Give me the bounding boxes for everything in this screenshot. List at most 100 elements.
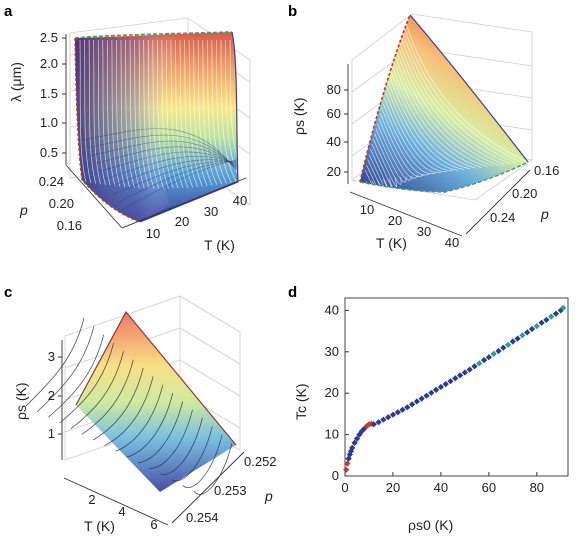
panel-c-contour-line — [126, 392, 174, 458]
panel-a-contour-line — [93, 39, 101, 185]
panel-b-label: b — [288, 3, 297, 20]
panel-b-contour-line — [390, 71, 471, 170]
panel-a-contour-line — [179, 39, 193, 188]
panel-a-contour-line — [104, 156, 237, 180]
panel-a-contour-line — [95, 146, 237, 167]
panel-b-contour-line — [371, 143, 394, 190]
panel-b-contour-line — [374, 133, 402, 185]
panel-d-ytick-label: 10 — [325, 427, 339, 442]
panel-c-contour-line — [92, 367, 144, 441]
panel-d-point — [476, 360, 483, 367]
panel-d-point — [428, 389, 435, 396]
panel-c-contour-line — [115, 384, 164, 452]
panel-a-contour-line — [175, 39, 189, 188]
panel-a-edge-right — [139, 31, 239, 223]
panel-c-contour-line — [59, 342, 114, 424]
panel-b-ztick-label: 40 — [327, 134, 341, 149]
panel-c-label: c — [4, 284, 12, 301]
panel-b-contour-line — [375, 128, 407, 183]
panel-d-point — [509, 338, 516, 345]
panel-d-ytick-label: 40 — [325, 302, 339, 317]
panel-b-contour-line — [382, 102, 436, 175]
panel-b-contour-line — [378, 118, 419, 179]
panel-c-ylabel: p — [264, 488, 273, 504]
panel-b-contour-line — [368, 154, 387, 195]
panel-b-contour-line — [396, 50, 494, 167]
panel-a-contour-line — [84, 39, 92, 183]
panel-b-contour-line — [388, 81, 459, 171]
panel-d-point — [437, 383, 445, 391]
panel-b-ztick-label: 20 — [327, 164, 341, 179]
panel-b-contour-line — [370, 149, 390, 192]
panel-d-point — [504, 341, 512, 348]
panel-a-xlabel: T (K) — [204, 237, 235, 253]
panel-c-contour-line — [137, 401, 184, 464]
panel-b-contour-line — [377, 123, 413, 181]
panel-b-contour-line — [372, 138, 398, 188]
panel-d-point — [500, 344, 507, 351]
panel-c-ytick-label: 0.252 — [244, 454, 277, 469]
panel-a-contour-line — [108, 159, 237, 187]
panel-c-contour-line — [48, 334, 105, 418]
panel-c-ticks: 1 2 3 2 4 6 0.252 0.253 0.254 — [48, 349, 277, 532]
panel-a-ytick-label: 0.20 — [49, 196, 74, 211]
panel-a-contour-line — [134, 39, 145, 189]
panel-d-xtick-label: 60 — [482, 480, 496, 495]
panel-b-xlabel: T (K) — [376, 235, 407, 251]
panel-a-ztick-label: 0.5 — [40, 145, 58, 160]
panel-d-ytick-label: 0 — [332, 468, 339, 483]
panel-a-contour-line — [152, 39, 164, 189]
panel-b-contour-line — [400, 35, 511, 165]
panel-b-edge-top — [409, 14, 529, 163]
panel-d-point — [466, 366, 473, 373]
panel-a-contour-line — [193, 39, 208, 187]
panel-d-point — [399, 406, 406, 413]
panel-d-point — [533, 322, 540, 330]
panel-a-contour-line — [88, 39, 97, 184]
panel-c-contour-line — [25, 317, 85, 407]
panel-d-xlabel: ρs0 (K) — [408, 517, 453, 533]
panel-d-point — [538, 319, 545, 326]
panel-d-point — [524, 329, 531, 336]
panel-b-contour-line — [367, 159, 385, 198]
panel-d-point — [394, 409, 401, 416]
panel-a-contour-line — [211, 39, 227, 184]
panel-a-contour-line — [184, 39, 198, 188]
panel-b-p-axis — [465, 169, 531, 235]
panel-a-edge-left — [74, 37, 141, 223]
panel-a-xtick-label: 20 — [175, 214, 189, 229]
panel-a-contour-line — [129, 39, 140, 189]
panel-a-contour-line — [138, 39, 150, 189]
panel-a-zlabel: λ (μm) — [8, 62, 24, 102]
panel-b-contours — [359, 19, 529, 204]
panel-d-ytick-label: 30 — [325, 344, 339, 359]
panel-a-contour-line — [99, 151, 237, 172]
panel-b-xtick-label: 40 — [445, 235, 459, 250]
panel-a-contour-line — [206, 39, 223, 185]
panel-a-contour-line — [121, 159, 237, 211]
panel-a-contour-line — [79, 39, 87, 183]
panel-b-contour-line — [365, 164, 382, 201]
panel-c-ztick-label: 3 — [48, 349, 55, 364]
panel-d-label: d — [288, 284, 297, 301]
panel-d-point — [375, 419, 382, 426]
panel-b-contour-line — [381, 107, 430, 176]
panel-c-contour-line — [193, 442, 233, 495]
panel-d-point — [432, 386, 440, 394]
panel-b-ytick-label: 0.16 — [534, 163, 559, 178]
panel-c-contour-line — [160, 417, 203, 475]
panel-b-xtick-label: 30 — [417, 224, 431, 239]
panel-d-point — [353, 435, 361, 442]
panel-c-contour-line — [182, 434, 223, 488]
panel-b-contour-line — [389, 76, 465, 170]
panel-c-contour-line — [171, 426, 213, 482]
panel-d-point — [418, 395, 425, 402]
panel-d-point — [349, 444, 356, 452]
panel-c-t-axis — [63, 477, 169, 526]
panel-a-contour-line — [202, 39, 218, 185]
panel-d-point — [389, 411, 397, 418]
panel-a-contour-line — [125, 39, 135, 188]
panel-d-point — [543, 316, 550, 324]
panel-a-edge-top — [74, 31, 233, 39]
panel-b-contour-line — [385, 92, 447, 173]
